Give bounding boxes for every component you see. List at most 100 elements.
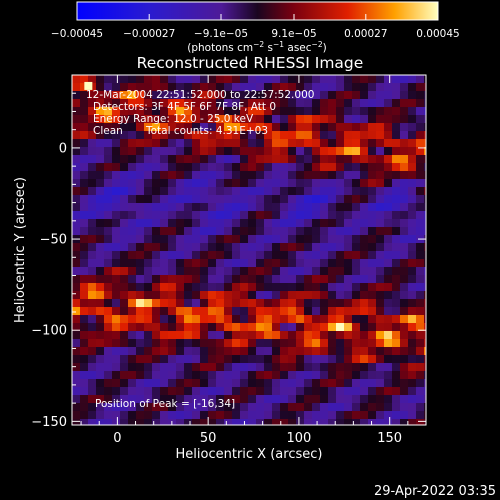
heatmap-cell bbox=[352, 195, 360, 203]
heatmap-cell bbox=[224, 235, 232, 243]
heatmap-cell bbox=[112, 387, 120, 395]
heatmap-cell bbox=[424, 387, 426, 395]
heatmap-cell bbox=[104, 187, 112, 195]
heatmap-cell bbox=[88, 363, 96, 371]
heatmap-cell bbox=[304, 235, 312, 243]
heatmap-cell bbox=[224, 323, 232, 331]
heatmap-cell bbox=[400, 379, 408, 387]
heatmap-cell bbox=[408, 251, 416, 259]
heatmap-cell bbox=[112, 107, 120, 115]
heatmap-cell bbox=[416, 323, 424, 331]
heatmap-cell bbox=[144, 171, 152, 179]
heatmap-cell bbox=[248, 75, 256, 83]
heatmap-cell bbox=[240, 211, 248, 219]
heatmap-cell bbox=[72, 83, 80, 91]
heatmap-cell bbox=[224, 355, 232, 363]
heatmap-cell bbox=[248, 347, 256, 355]
heatmap-cell bbox=[296, 403, 304, 411]
heatmap-cell bbox=[368, 379, 376, 387]
heatmap-cell bbox=[280, 347, 288, 355]
heatmap-cell bbox=[304, 363, 312, 371]
heatmap-cell bbox=[416, 315, 424, 323]
heatmap-cell bbox=[120, 419, 128, 425]
heatmap-cell bbox=[392, 179, 400, 187]
heatmap-cell bbox=[208, 123, 216, 131]
heatmap-cell bbox=[288, 123, 296, 131]
heatmap-cell bbox=[288, 171, 296, 179]
heatmap-cell bbox=[184, 131, 192, 139]
heatmap-cell bbox=[312, 387, 320, 395]
heatmap-cell bbox=[384, 379, 392, 387]
heatmap-cell bbox=[192, 331, 200, 339]
heatmap-cell bbox=[328, 211, 336, 219]
heatmap-cell bbox=[80, 243, 88, 251]
x-axis: 0 50 100 150 bbox=[80, 75, 409, 446]
heatmap-cell bbox=[304, 163, 312, 171]
heatmap-cell bbox=[248, 299, 256, 307]
heatmap-cell bbox=[176, 219, 184, 227]
heatmap-cell bbox=[424, 155, 426, 163]
heatmap-cell bbox=[168, 235, 176, 243]
heatmap-cell bbox=[88, 403, 96, 411]
heatmap-cell bbox=[400, 83, 408, 91]
heatmap-cell bbox=[232, 387, 240, 395]
heatmap-cell bbox=[224, 107, 232, 115]
heatmap-cell bbox=[304, 331, 312, 339]
heatmap-cell bbox=[112, 323, 120, 331]
heatmap-cell bbox=[168, 251, 176, 259]
heatmap-cell bbox=[144, 83, 152, 91]
heatmap-cell bbox=[120, 291, 128, 299]
heatmap-cell bbox=[192, 171, 200, 179]
heatmap-cell bbox=[264, 371, 272, 379]
heatmap-cell bbox=[224, 131, 232, 139]
heatmap-cell bbox=[200, 291, 208, 299]
heatmap-cell bbox=[256, 315, 264, 323]
heatmap-cell bbox=[192, 411, 200, 419]
heatmap-cell bbox=[376, 211, 384, 219]
heatmap-cell bbox=[112, 211, 120, 219]
heatmap-cell bbox=[176, 107, 184, 115]
heatmap-cell bbox=[96, 403, 104, 411]
heatmap-cell bbox=[336, 403, 344, 411]
heatmap-cell bbox=[152, 75, 160, 83]
heatmap-cell bbox=[312, 179, 320, 187]
heatmap-cell bbox=[256, 355, 264, 363]
heatmap-cell bbox=[288, 419, 296, 425]
heatmap-cell bbox=[120, 275, 128, 283]
heatmap-cell bbox=[112, 363, 120, 371]
heatmap-cell bbox=[272, 219, 280, 227]
heatmap-cell bbox=[200, 115, 208, 123]
heatmap-cell bbox=[152, 147, 160, 155]
heatmap-cell bbox=[352, 323, 360, 331]
heatmap-cell bbox=[296, 379, 304, 387]
heatmap-cell bbox=[416, 115, 424, 123]
heatmap-cell bbox=[360, 251, 368, 259]
heatmap-cell bbox=[104, 379, 112, 387]
heatmap-cell bbox=[328, 139, 336, 147]
heatmap-cell bbox=[408, 115, 416, 123]
heatmap-cell bbox=[176, 283, 184, 291]
heatmap-cell bbox=[240, 379, 248, 387]
heatmap-cell bbox=[120, 307, 128, 315]
heatmap-cell bbox=[184, 203, 192, 211]
heatmap-cell bbox=[336, 131, 344, 139]
heatmap-cell bbox=[248, 131, 256, 139]
heatmap-cell bbox=[192, 123, 200, 131]
heatmap-cell bbox=[128, 355, 136, 363]
heatmap-cell bbox=[80, 235, 88, 243]
heatmap-cell bbox=[96, 163, 104, 171]
heatmap-cell bbox=[144, 107, 152, 115]
heatmap-cell bbox=[136, 275, 144, 283]
heatmap-cell bbox=[80, 331, 88, 339]
heatmap-cell bbox=[328, 163, 336, 171]
heatmap-cell bbox=[152, 315, 160, 323]
heatmap-cell bbox=[320, 411, 328, 419]
heatmap-cell bbox=[168, 163, 176, 171]
heatmap-cell bbox=[328, 131, 336, 139]
heatmap-cell bbox=[296, 227, 304, 235]
heatmap-cell bbox=[160, 259, 168, 267]
heatmap-cell bbox=[280, 235, 288, 243]
heatmap-cell bbox=[304, 91, 312, 99]
heatmap-cell bbox=[208, 291, 216, 299]
heatmap-cell bbox=[176, 419, 184, 425]
